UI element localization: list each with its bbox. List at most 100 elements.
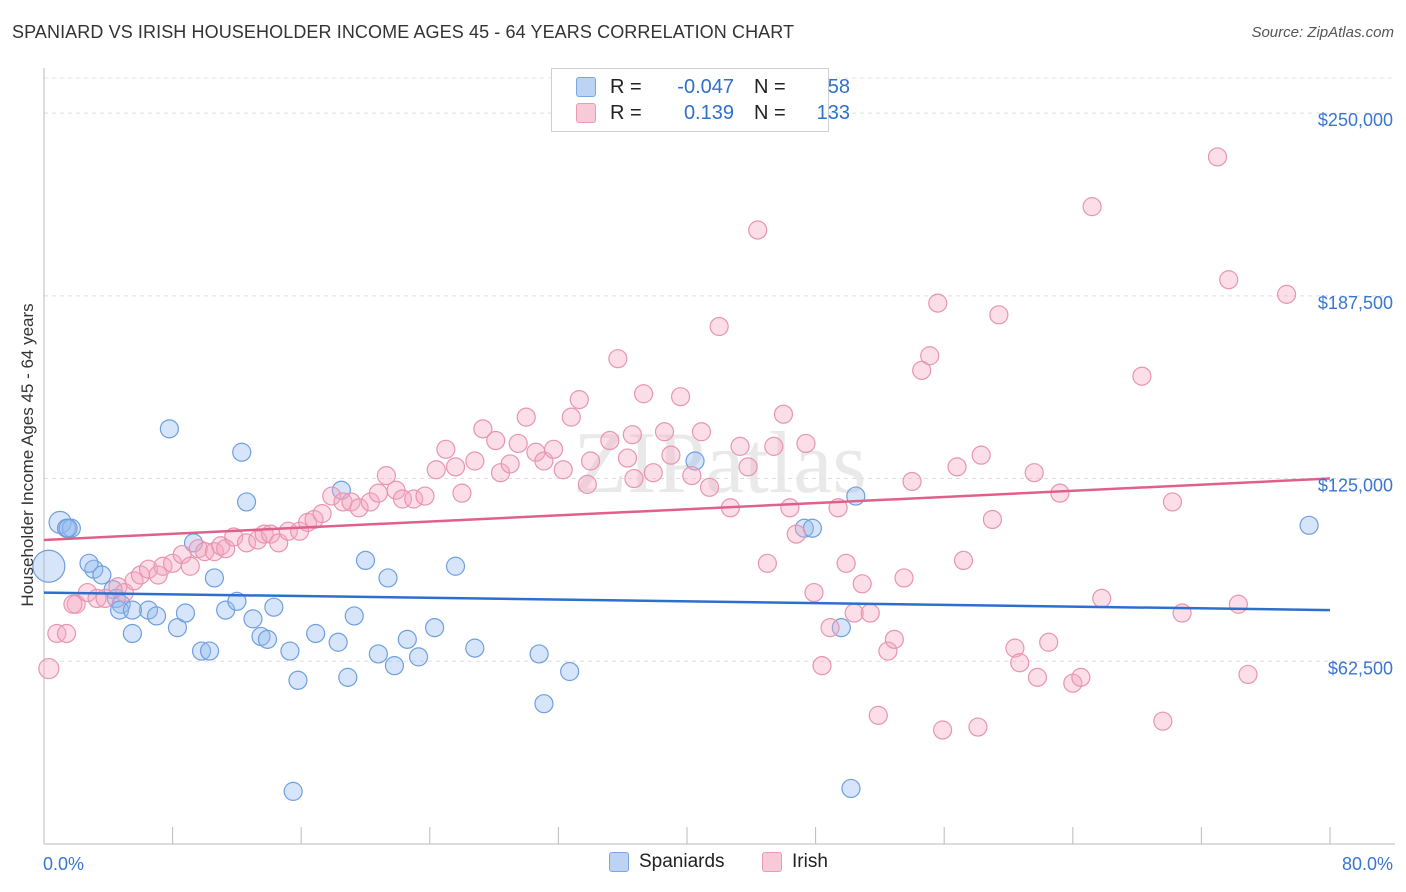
y-tick-label: $250,000: [1318, 110, 1393, 130]
spaniards-point: [368, 644, 388, 664]
legend-row-spaniards: R = -0.047 N = 58: [576, 74, 850, 100]
spaniards-point: [232, 442, 252, 462]
irish-point: [1172, 603, 1192, 623]
irish-point: [180, 556, 200, 576]
irish-point: [820, 618, 840, 638]
irish-point: [912, 360, 932, 380]
irish-point: [349, 498, 369, 518]
spaniards-point: [79, 553, 99, 573]
irish-point: [1071, 667, 1091, 687]
spaniards-point: [227, 591, 247, 611]
irish-point: [608, 349, 628, 369]
irish-point: [1005, 638, 1025, 658]
irish-point: [1132, 366, 1152, 386]
irish-point: [1010, 653, 1030, 673]
irish-point: [812, 656, 832, 676]
irish-point: [730, 436, 750, 456]
spaniards-point: [397, 629, 417, 649]
irish-point: [968, 717, 988, 737]
gridlines: [44, 77, 1395, 662]
irish-point: [860, 603, 880, 623]
irish-point: [392, 489, 413, 509]
irish-point: [1050, 483, 1070, 503]
irish-point: [709, 316, 729, 337]
irish-point: [902, 471, 922, 492]
spaniards-point: [204, 568, 224, 588]
legend-n-value: 58: [827, 75, 850, 98]
legend-swatch-pink: [576, 103, 596, 123]
irish-point: [804, 582, 824, 603]
spaniards-point: [257, 629, 278, 649]
spaniards-point: [264, 597, 284, 617]
spaniards-point: [425, 618, 445, 638]
x-tick-label-min: 0.0%: [43, 854, 84, 874]
irish-point: [643, 463, 663, 483]
irish-point: [404, 489, 424, 509]
legend-label-spaniards: Spaniards: [639, 851, 725, 872]
irish-point: [670, 387, 691, 407]
irish-point: [617, 448, 638, 468]
irish-point: [748, 220, 768, 240]
spaniards-point: [344, 606, 364, 626]
y-axis-label: Householder Income Ages 45 - 64 years: [18, 303, 37, 606]
irish-point: [500, 454, 520, 474]
spaniards-point: [122, 600, 143, 620]
legend-swatch-pink: [762, 852, 782, 872]
irish-point: [1092, 588, 1112, 609]
irish-point: [633, 384, 654, 404]
irish-point: [878, 641, 898, 661]
irish-point: [561, 407, 581, 427]
irish-point: [452, 483, 472, 503]
irish-point: [1276, 284, 1297, 304]
irish-point: [920, 346, 940, 366]
legend-n-value: 133: [816, 101, 850, 124]
spaniards-point: [288, 670, 308, 690]
chart-source: Source: ZipAtlas.com: [1251, 24, 1394, 41]
spaniards-point: [122, 623, 143, 644]
irish-point: [553, 460, 573, 480]
irish-point: [757, 553, 777, 573]
legend-n-label: N =: [754, 75, 786, 98]
irish-point: [1219, 270, 1239, 290]
irish-point: [473, 419, 493, 439]
legend-r-label: R =: [610, 75, 642, 98]
legend-swatch-blue: [576, 77, 596, 97]
spaniards-point: [236, 492, 257, 512]
spaniards-point: [167, 618, 188, 638]
irish-point: [368, 483, 388, 503]
irish-points: [38, 147, 1297, 740]
irish-point: [780, 498, 800, 518]
irish-point: [47, 623, 67, 644]
irish-point: [868, 705, 888, 725]
irish-point: [786, 524, 806, 544]
spaniards-point: [191, 641, 212, 661]
x-tick-label-max: 80.0%: [1342, 854, 1393, 874]
irish-point: [661, 445, 681, 465]
spaniards-point: [831, 618, 851, 638]
spaniards-point: [306, 623, 326, 644]
chart-title: SPANIARD VS IRISH HOUSEHOLDER INCOME AGE…: [12, 22, 795, 42]
spaniards-point: [384, 656, 405, 676]
spaniards-point: [378, 568, 398, 588]
legend-n-label: N =: [754, 101, 786, 124]
irish-point: [600, 430, 620, 451]
spaniards-points: [32, 419, 1319, 801]
spaniards-point: [199, 641, 220, 661]
irish-point: [38, 657, 60, 680]
irish-point: [1238, 664, 1258, 685]
irish-point: [947, 457, 967, 477]
legend-item-irish: Irish: [762, 851, 828, 873]
irish-point: [836, 553, 856, 573]
irish-point: [543, 439, 564, 459]
irish-point: [691, 422, 712, 442]
irish-point: [971, 445, 991, 465]
irish-point: [322, 486, 342, 506]
irish-point: [426, 460, 446, 480]
irish-point: [56, 623, 77, 644]
spaniards-point: [355, 550, 376, 571]
legend-r-value: 0.139: [683, 101, 734, 124]
spaniards-point: [1299, 515, 1319, 535]
irish-point: [148, 565, 168, 585]
spaniards-point: [159, 419, 179, 439]
y-tick-label: $125,000: [1318, 476, 1393, 496]
